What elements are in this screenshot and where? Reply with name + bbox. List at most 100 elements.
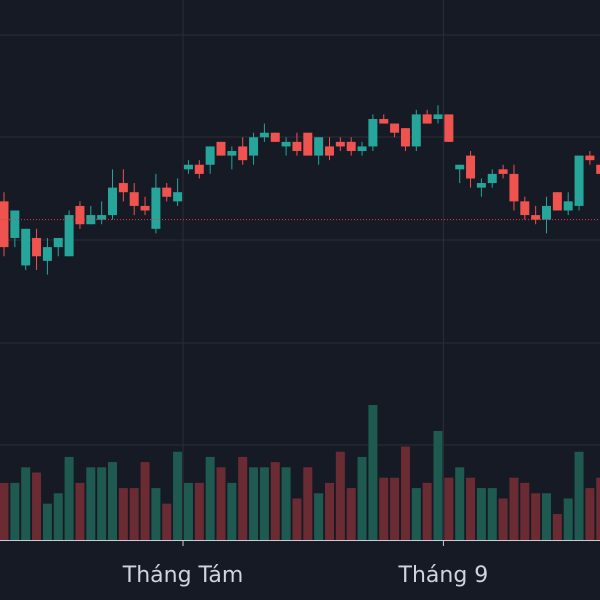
volume-bar: [433, 430, 443, 540]
volume-bar: [75, 482, 85, 540]
volume-bar: [596, 477, 600, 540]
volume-bar: [444, 477, 454, 540]
candle-body: [335, 141, 345, 147]
candle-body: [194, 164, 204, 174]
candle: [314, 137, 324, 165]
candle-body: [129, 192, 139, 206]
candle-body: [140, 205, 150, 211]
candle-body: [400, 128, 410, 147]
candle-body: [466, 155, 476, 179]
candle: [292, 132, 302, 156]
candle-body: [75, 205, 85, 225]
candle-body: [151, 187, 161, 229]
candle: [162, 183, 172, 202]
volume-bar: [466, 477, 476, 540]
candle: [21, 228, 31, 270]
volume-bar: [487, 488, 497, 540]
candle: [379, 114, 389, 124]
volume-bar: [531, 493, 541, 540]
volume-bar: [10, 482, 20, 540]
candle: [303, 132, 313, 156]
candle: [140, 196, 150, 216]
candle: [531, 205, 541, 225]
volume-bar: [42, 503, 52, 540]
volume-bar: [259, 467, 269, 540]
candle: [238, 137, 248, 165]
candle-body: [314, 137, 324, 156]
candle: [509, 164, 519, 211]
volume-bar: [379, 477, 389, 540]
candle: [433, 105, 443, 124]
volume-bar: [0, 482, 9, 540]
candle: [466, 151, 476, 188]
volume-bar: [162, 503, 172, 540]
volume-bar: [585, 488, 595, 540]
volume-bar: [140, 462, 150, 540]
candle-body: [476, 183, 486, 188]
candle: [346, 137, 356, 156]
candle: [281, 137, 291, 156]
candle-body: [596, 164, 600, 174]
volume-bar: [520, 482, 530, 540]
candle-body: [368, 118, 378, 147]
candle-body: [455, 164, 465, 170]
time-tick-label: Tháng Tám: [122, 563, 243, 588]
candle-body: [162, 187, 172, 197]
volume-bars: [0, 405, 600, 540]
volume-bar: [205, 456, 215, 540]
candle-body: [270, 132, 280, 142]
volume-bar: [368, 405, 378, 540]
volume-bar: [281, 467, 291, 540]
volume-bar: [335, 451, 345, 540]
candle: [173, 178, 183, 206]
volume-bar: [390, 477, 400, 540]
volume-bar: [32, 472, 42, 540]
candle: [129, 183, 139, 216]
candle-body: [509, 173, 519, 202]
candle-body: [444, 114, 454, 142]
volume-bar: [249, 467, 259, 540]
candle: [118, 169, 128, 202]
candle-body: [227, 151, 237, 156]
candle-body: [498, 169, 508, 174]
candle-body: [42, 247, 52, 261]
volume-bar: [97, 467, 107, 540]
candle: [53, 237, 63, 257]
candle: [42, 237, 52, 275]
volume-bar: [357, 456, 367, 540]
candle-body: [411, 114, 421, 147]
candle-body: [531, 215, 541, 220]
candle: [476, 178, 486, 197]
candle: [596, 164, 600, 174]
candle-body: [21, 228, 31, 266]
volume-bar: [422, 482, 432, 540]
candle: [194, 160, 204, 179]
candle: [563, 192, 573, 216]
volume-bar: [216, 467, 226, 540]
candle: [64, 210, 74, 257]
candle: [455, 164, 465, 184]
candle: [400, 128, 410, 152]
candle-body: [552, 192, 562, 211]
volume-bar: [509, 477, 519, 540]
volume-bar: [292, 498, 302, 540]
volume-bar: [173, 451, 183, 540]
volume-bar: [476, 488, 486, 540]
candle: [444, 114, 454, 142]
volume-bar: [574, 451, 584, 540]
volume-bar: [303, 467, 313, 540]
candle-body: [216, 141, 226, 156]
candle-body: [585, 155, 595, 161]
candle: [498, 164, 508, 179]
volume-bar: [498, 498, 508, 540]
volume-bar: [542, 493, 551, 540]
grid-lines: [0, 0, 600, 540]
candle-body: [173, 192, 183, 202]
volume-bar: [21, 467, 31, 540]
candle-body: [563, 201, 573, 211]
candle: [227, 146, 237, 170]
candle-body: [97, 215, 107, 220]
candle-body: [53, 237, 63, 248]
candle: [97, 201, 107, 225]
